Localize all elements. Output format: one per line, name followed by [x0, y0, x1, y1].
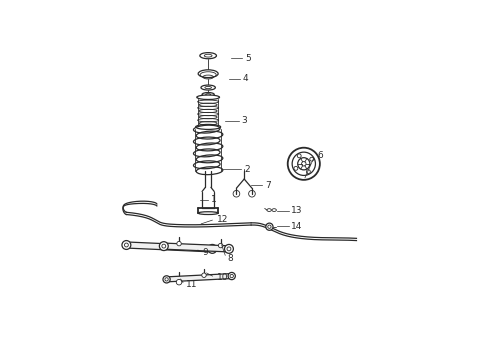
Circle shape	[297, 154, 301, 158]
Text: 2: 2	[244, 165, 250, 174]
Ellipse shape	[198, 212, 218, 215]
Polygon shape	[167, 274, 232, 282]
Ellipse shape	[197, 95, 220, 99]
Circle shape	[266, 223, 273, 230]
Text: 3: 3	[242, 116, 247, 125]
Ellipse shape	[202, 93, 214, 96]
Circle shape	[288, 148, 320, 180]
Polygon shape	[126, 242, 213, 252]
Circle shape	[294, 166, 298, 170]
Polygon shape	[164, 243, 229, 252]
Ellipse shape	[196, 125, 220, 129]
Text: 12: 12	[217, 215, 228, 224]
Text: 6: 6	[318, 151, 323, 160]
Circle shape	[163, 276, 170, 283]
Circle shape	[208, 244, 217, 253]
Text: 7: 7	[265, 181, 271, 190]
Text: 10: 10	[217, 273, 228, 282]
Text: 8: 8	[227, 253, 233, 262]
Text: 13: 13	[292, 206, 303, 215]
Circle shape	[224, 244, 233, 253]
Text: 4: 4	[243, 74, 248, 83]
Ellipse shape	[200, 53, 217, 59]
Circle shape	[177, 242, 181, 246]
Ellipse shape	[198, 70, 218, 77]
Text: 9: 9	[203, 248, 208, 257]
Circle shape	[202, 273, 206, 278]
Text: 5: 5	[245, 54, 251, 63]
Circle shape	[310, 157, 314, 161]
Circle shape	[159, 242, 168, 251]
Circle shape	[306, 170, 310, 174]
Circle shape	[176, 279, 182, 285]
Circle shape	[219, 243, 223, 248]
Text: 1: 1	[211, 195, 217, 204]
Ellipse shape	[201, 85, 216, 90]
Circle shape	[228, 273, 235, 280]
Circle shape	[122, 240, 131, 249]
Text: 11: 11	[186, 280, 197, 289]
Text: 14: 14	[292, 222, 303, 231]
